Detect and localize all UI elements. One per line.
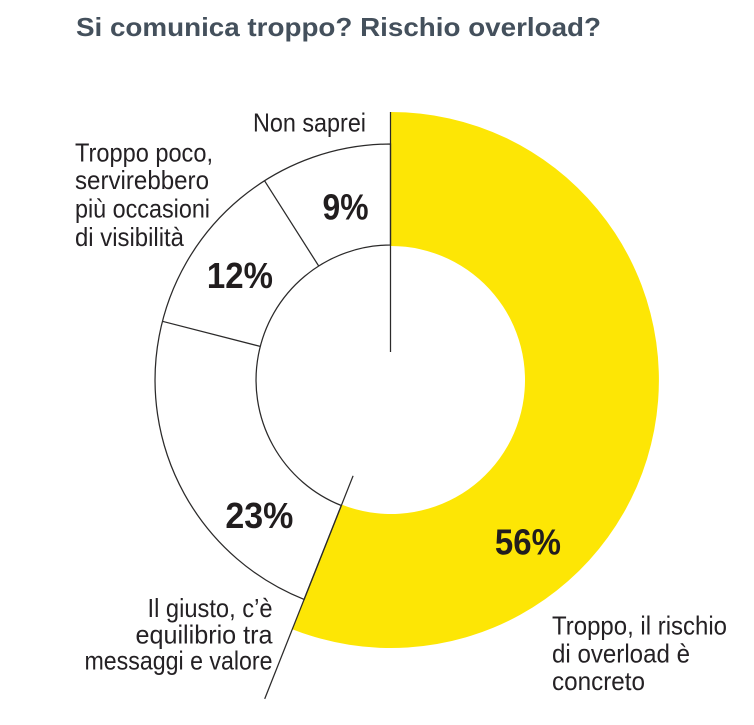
svg-text:Il giusto, c’è: Il giusto, c’è [148,593,273,623]
svg-text:56%: 56% [495,522,561,563]
svg-text:Non saprei: Non saprei [253,108,366,138]
svg-text:servirebbero: servirebbero [75,165,209,195]
svg-text:concreto: concreto [552,666,645,696]
svg-text:Troppo poco,: Troppo poco, [75,137,213,167]
svg-text:9%: 9% [323,186,369,227]
svg-text:di visibilità: di visibilità [75,222,184,252]
svg-text:più occasioni: più occasioni [75,194,210,224]
svg-text:di overload è: di overload è [552,638,690,668]
svg-text:messaggi e valore: messaggi e valore [85,646,273,676]
svg-text:equilibrio tra: equilibrio tra [136,619,274,649]
svg-text:23%: 23% [225,495,293,536]
svg-text:Troppo, il rischio: Troppo, il rischio [552,610,727,640]
svg-text:Si comunica troppo? Rischio ov: Si comunica troppo? Rischio overload? [76,12,601,42]
svg-text:12%: 12% [207,255,273,296]
